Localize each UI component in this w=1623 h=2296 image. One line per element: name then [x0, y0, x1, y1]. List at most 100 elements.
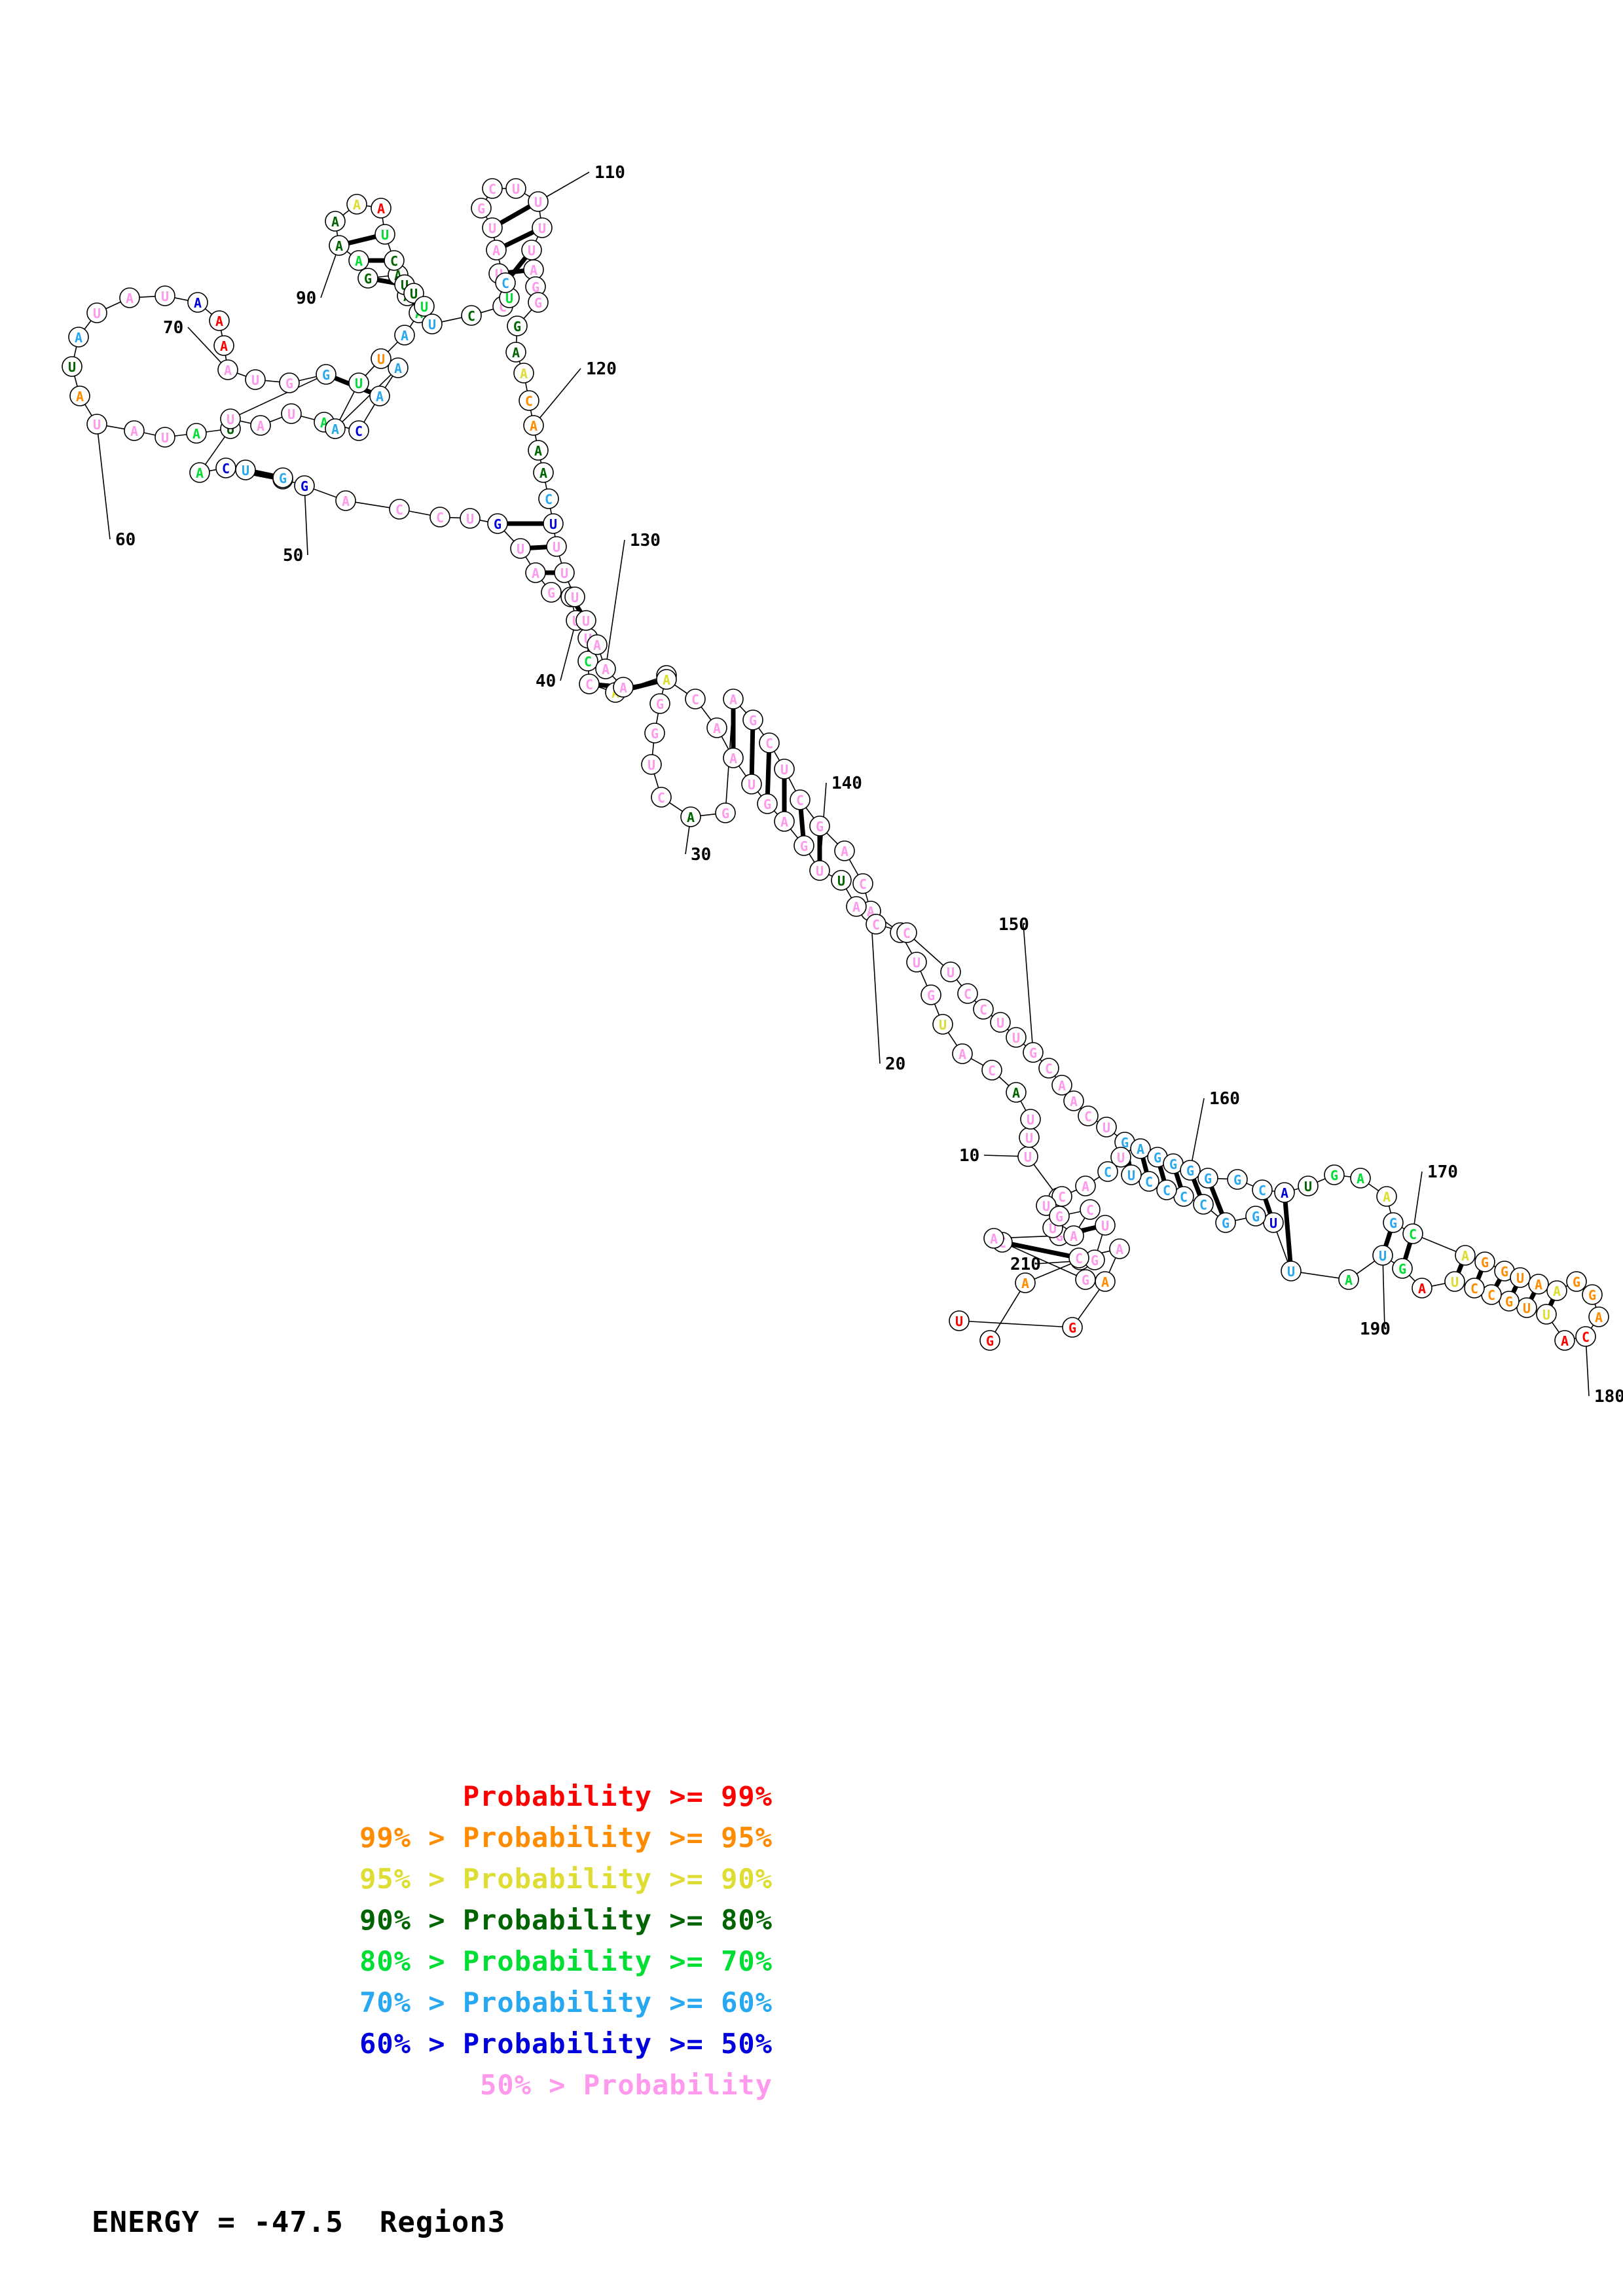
- nucleotide: U: [940, 961, 961, 982]
- backbone-link: [611, 675, 617, 681]
- nucleotide-circle: [460, 508, 481, 529]
- nucleotide-circle: [1245, 1206, 1266, 1227]
- base-pair-bond: [253, 469, 275, 478]
- nucleotide-circle: [374, 224, 395, 245]
- nucleotide: A: [1588, 1306, 1609, 1327]
- nucleotide-circle: [1023, 1042, 1044, 1063]
- backbone-link: [674, 684, 688, 694]
- nucleotide: G: [1324, 1164, 1345, 1185]
- nucleotide-letter: A: [1070, 1094, 1078, 1109]
- nucleotide-circle: [495, 272, 516, 293]
- nucleotide-circle: [1049, 1206, 1070, 1227]
- nucleotide-letter: G: [1121, 1135, 1129, 1151]
- nucleotide: U: [774, 759, 795, 780]
- nucleotide: U: [1019, 1127, 1040, 1148]
- nucleotide: G: [507, 315, 528, 336]
- nucleotide: G: [793, 835, 814, 856]
- nucleotide: C: [973, 999, 994, 1020]
- nucleotide: G: [1227, 1169, 1248, 1190]
- nucleotide-letter: C: [1145, 1174, 1153, 1190]
- backbone-link: [788, 777, 796, 792]
- nucleotide-letter: A: [958, 1047, 966, 1062]
- nucleotide-letter: U: [837, 873, 845, 889]
- nucleotide-letter: G: [1204, 1171, 1212, 1187]
- nucleotide-letter: G: [1501, 1264, 1508, 1280]
- nucleotide: C: [1252, 1179, 1273, 1200]
- nucleotide-circle: [394, 325, 415, 346]
- nucleotide-letter: C: [1409, 1227, 1417, 1242]
- nucleotide-circle: [613, 677, 634, 698]
- backbone-link: [545, 482, 547, 490]
- backbone-link: [956, 979, 962, 986]
- nucleotide-letter: A: [530, 262, 538, 278]
- nucleotide-letter: C: [390, 253, 398, 269]
- nucleotide: A: [388, 357, 409, 378]
- nucleotide-circle: [335, 490, 356, 511]
- nucleotide-letter: G: [1068, 1320, 1076, 1336]
- position-label: 20: [885, 1054, 905, 1074]
- nucleotide-circle: [741, 774, 762, 795]
- backbone-link: [143, 432, 156, 436]
- backbone-link: [139, 296, 156, 298]
- nucleotide: A: [1376, 1186, 1397, 1207]
- backbone-link: [384, 376, 393, 388]
- backbone-link: [204, 308, 213, 315]
- nucleotide-letter: A: [76, 389, 84, 404]
- nucleotide: C: [1097, 1161, 1118, 1182]
- position-leader-line: [1586, 1346, 1590, 1397]
- backbone-link: [826, 833, 838, 844]
- backbone-link: [84, 404, 92, 416]
- nucleotide-letter: C: [988, 1063, 996, 1079]
- backbone-link: [1034, 1263, 1072, 1280]
- position-label: 10: [959, 1146, 979, 1166]
- nucleotide-circle: [528, 191, 549, 212]
- nucleotide-circle: [68, 327, 89, 348]
- backbone-link: [339, 391, 355, 421]
- nucleotide-circle: [250, 415, 271, 436]
- nucleotide-circle: [952, 1043, 973, 1064]
- nucleotide-letter: U: [947, 965, 955, 980]
- nucleotide: U: [543, 513, 564, 534]
- nucleotide-circle: [155, 285, 175, 306]
- base-pair-bond: [1493, 1278, 1503, 1288]
- nucleotide: U: [1372, 1245, 1393, 1266]
- nucleotide: A: [983, 1228, 1004, 1249]
- nucleotide-circle: [1252, 1179, 1273, 1200]
- nucleotide: U: [1017, 1146, 1038, 1167]
- nucleotide-circle: [329, 235, 350, 256]
- nucleotide: A: [213, 335, 234, 356]
- nucleotide-circle: [533, 462, 554, 483]
- nucleotide-letter: G: [1573, 1274, 1580, 1290]
- backbone-link: [409, 321, 414, 327]
- nucleotide: U: [990, 1012, 1011, 1033]
- nucleotide-circle: [981, 1060, 1002, 1081]
- nucleotide: A: [1051, 1075, 1072, 1096]
- nucleotide: G: [1049, 1206, 1070, 1227]
- nucleotide: G: [357, 268, 378, 289]
- backbone-link: [655, 713, 659, 724]
- nucleotide-letter: A: [492, 243, 500, 259]
- nucleotide-letter: U: [428, 317, 436, 332]
- nucleotide: C: [896, 922, 917, 943]
- base-pair-bond: [509, 255, 528, 278]
- base-pair-bond: [798, 808, 806, 837]
- nucleotide: A: [952, 1043, 973, 1064]
- nucleotide-letter: A: [990, 1231, 998, 1247]
- nucleotide-letter: U: [955, 1314, 963, 1329]
- nucleotide-circle: [940, 961, 961, 982]
- nucleotide-letter: A: [780, 814, 788, 830]
- nucleotide: A: [371, 198, 392, 219]
- nucleotide-circle: [371, 198, 392, 219]
- nucleotide-letter: A: [353, 197, 361, 213]
- nucleotide: G: [471, 198, 492, 219]
- backbone-link: [1551, 1321, 1560, 1333]
- nucleotide-letter: C: [1582, 1329, 1590, 1345]
- nucleotide-circle: [1078, 1105, 1099, 1126]
- nucleotide-letter: A: [512, 345, 520, 361]
- nucleotide: A: [533, 462, 554, 483]
- base-pair-bond: [347, 234, 377, 246]
- nucleotide: A: [706, 717, 727, 738]
- nucleotide-letter: C: [859, 876, 867, 892]
- nucleotide-letter: G: [1252, 1209, 1260, 1225]
- backbone-link: [74, 376, 78, 387]
